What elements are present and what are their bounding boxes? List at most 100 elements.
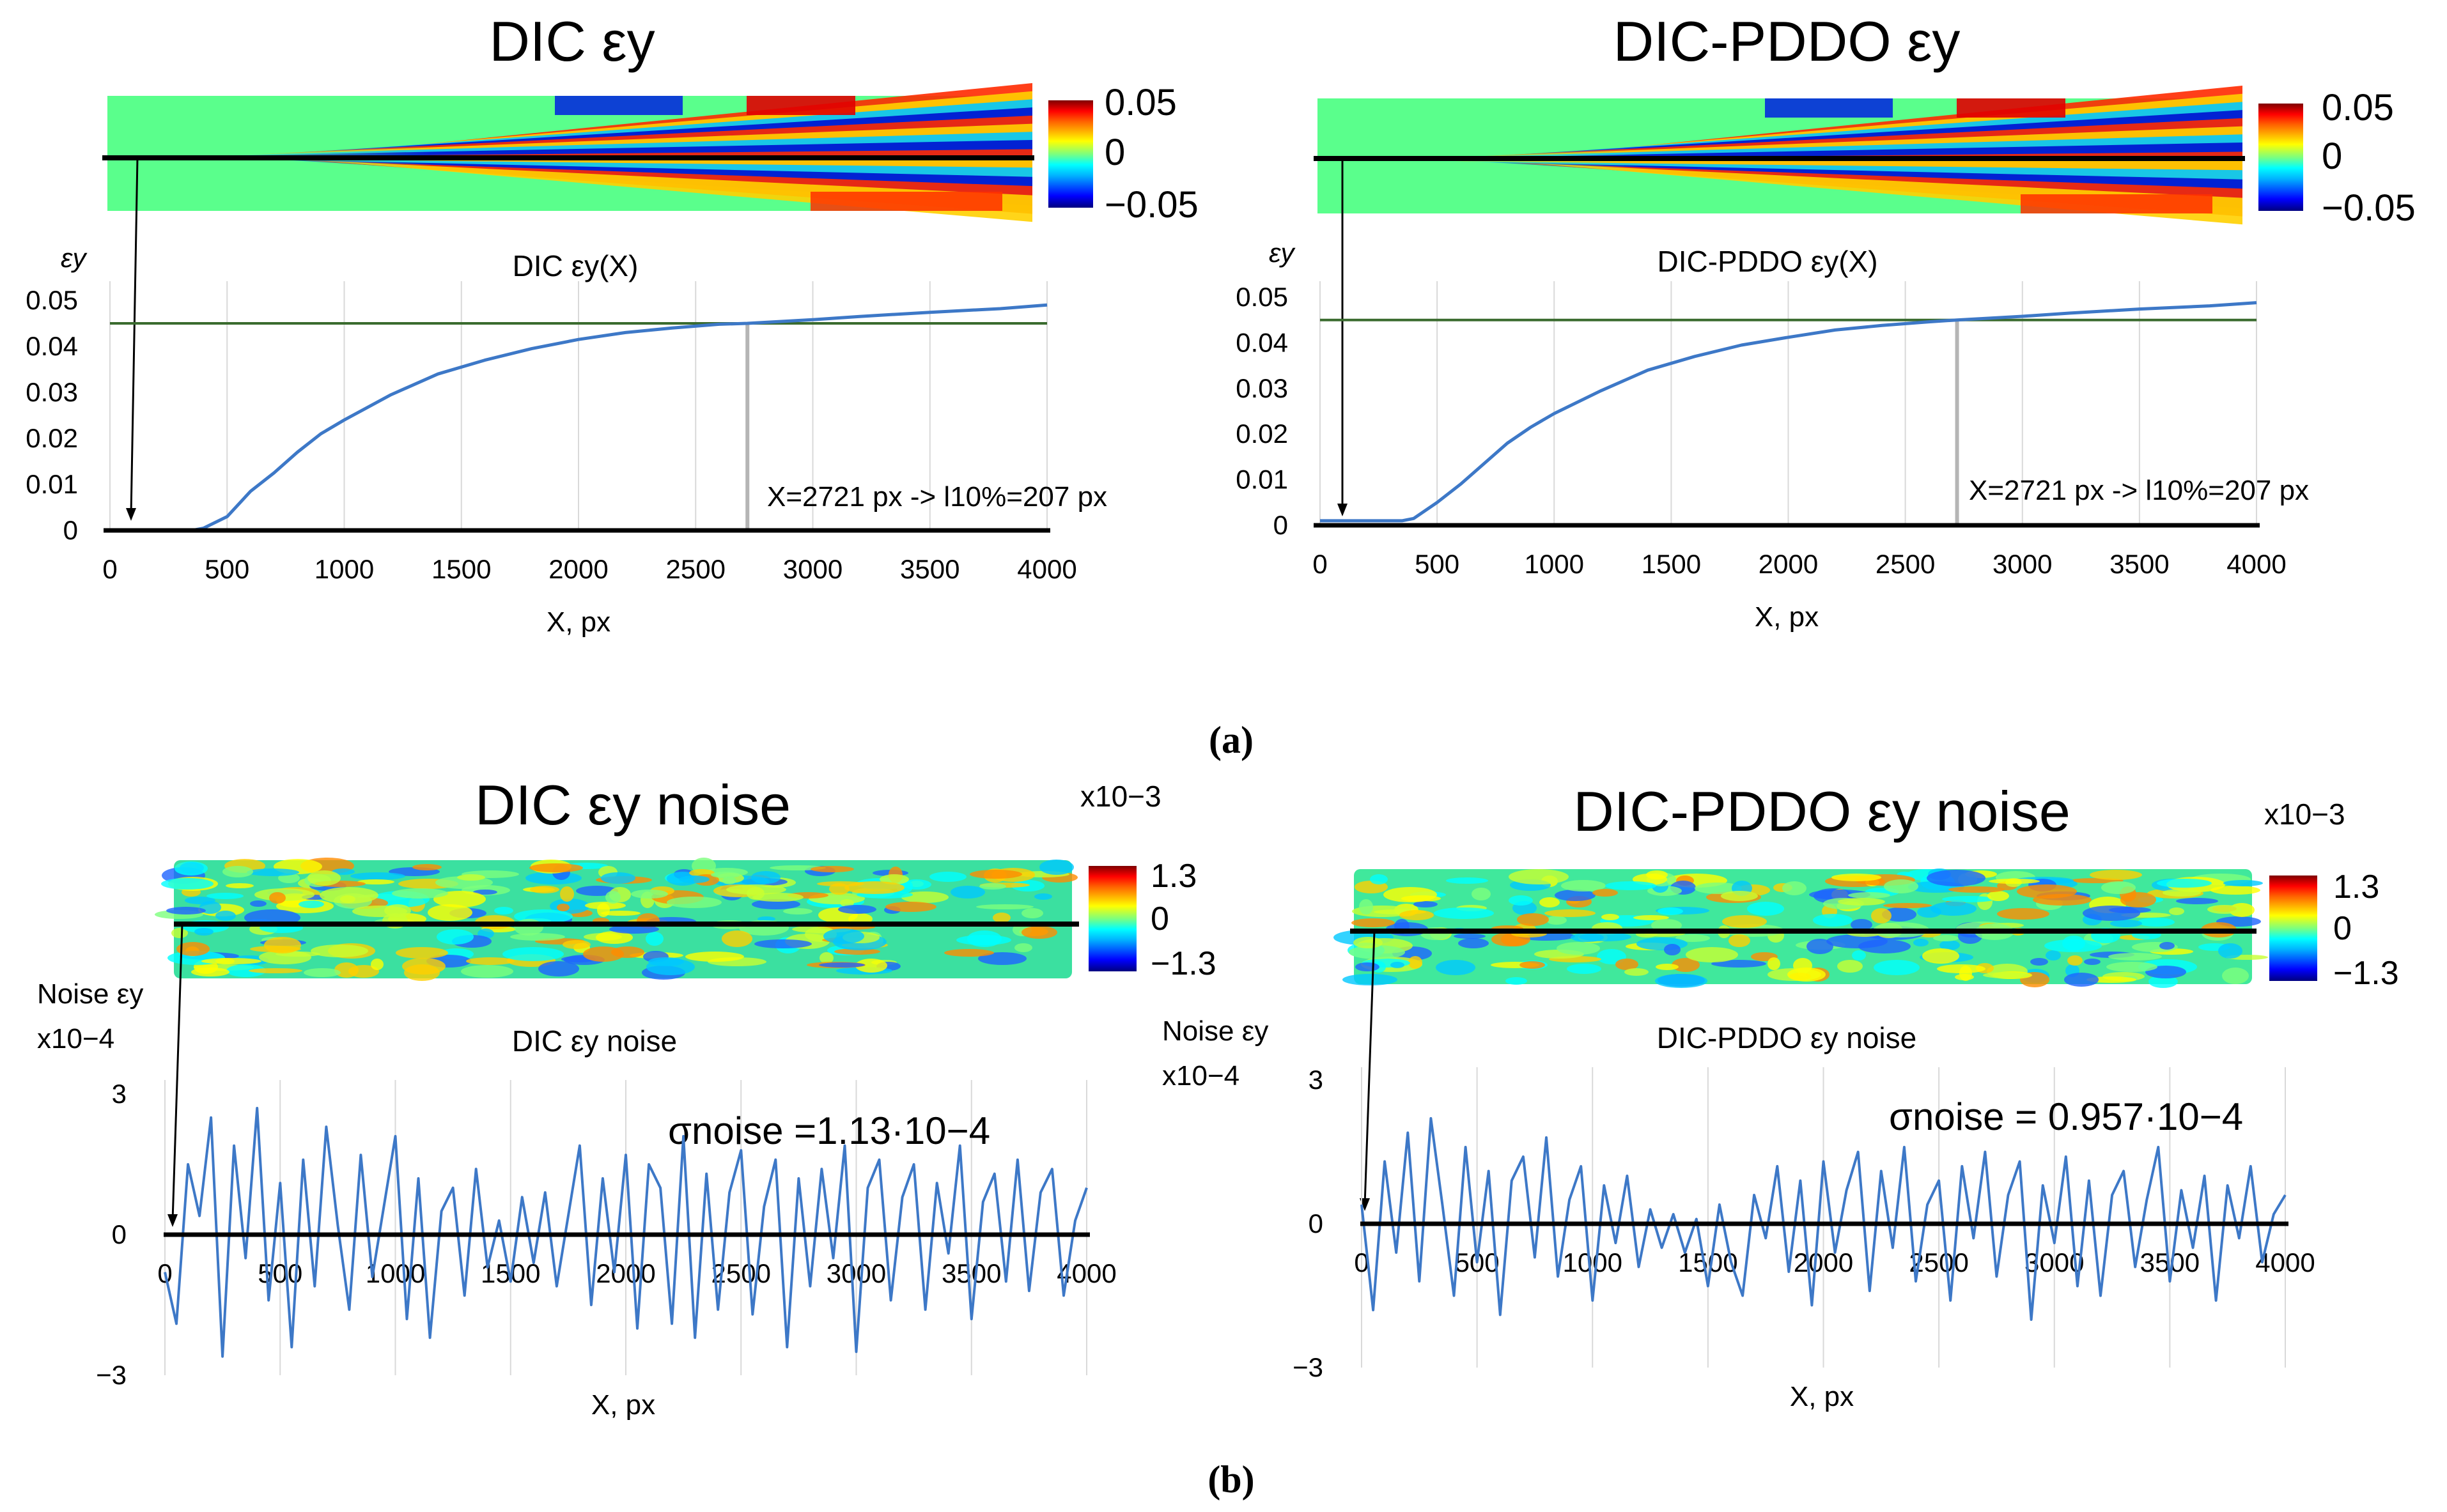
- noise-blob: [1605, 881, 1656, 890]
- x-tick-label: 3000: [827, 1258, 886, 1288]
- colorbar-tick-zero: 0: [1105, 132, 1125, 173]
- panel-b-left: DIC εy noise x10−3 1.3 0 −1.3 DIC εy noi…: [37, 773, 1216, 1421]
- noise-blob: [1989, 879, 2040, 884]
- annotation: X=2721 px -> l10%=207 px: [1969, 475, 2309, 506]
- noise-blob: [1747, 902, 1784, 916]
- field-title: DIC εy noise: [475, 773, 791, 837]
- colorbar-gradient: [2269, 876, 2317, 981]
- noise-blob: [951, 886, 985, 899]
- noise-blob: [1567, 964, 1601, 974]
- noise-blob: [1672, 958, 1700, 972]
- noise-blob: [1342, 974, 1397, 985]
- noise-blob: [2222, 968, 2249, 984]
- y-tick-label: 0.03: [26, 377, 78, 407]
- x-ticks: 0 500 1000 1500 2000 2500 3000 3500 4000: [102, 554, 1076, 584]
- x-tick-label: 0: [102, 554, 117, 584]
- noise-blob: [191, 968, 229, 976]
- series-line: [110, 303, 1048, 532]
- noise-blob: [2110, 920, 2142, 927]
- noise-blob: [222, 866, 253, 877]
- x-axis-label: X, px: [591, 1389, 655, 1421]
- noise-blob: [1930, 902, 1977, 916]
- colorbar-tick-zero: 0: [2333, 910, 2352, 947]
- x-axis-label: X, px: [547, 606, 610, 638]
- noise-blob: [646, 959, 695, 975]
- y-tick-label: 0.01: [1236, 465, 1288, 495]
- x-tick-label: 0: [1354, 1247, 1369, 1277]
- chart-title: DIC εy noise: [512, 1024, 677, 1058]
- noise-blob: [250, 900, 267, 907]
- noise-blob: [609, 925, 659, 934]
- colorbar: 0.05 0 −0.05: [1048, 82, 1199, 226]
- figure-label-a: (a): [1209, 719, 1254, 761]
- noise-blob: [1546, 916, 1567, 925]
- noise-blob: [1658, 907, 1683, 915]
- noise-blobs: [1333, 868, 2268, 988]
- chart-dic-strain: DIC εy(X) εy X, px X=2721 px -> l10%=207…: [26, 243, 1107, 638]
- x-tick-label: 500: [1415, 549, 1459, 579]
- y-tick-label: 0: [1309, 1208, 1323, 1238]
- x-tick-label: 4000: [2226, 549, 2286, 579]
- noise-blob: [1933, 935, 1959, 941]
- x-tick-label: 3500: [942, 1258, 1001, 1288]
- noise-blob: [1806, 939, 1833, 954]
- chart-title: DIC εy(X): [513, 249, 639, 282]
- y-tick-label: −3: [1293, 1352, 1323, 1382]
- noise-blob: [412, 864, 442, 870]
- noise-blob: [583, 946, 624, 962]
- noise-blob: [175, 861, 208, 876]
- noise-blob: [1014, 943, 1032, 952]
- noise-blob: [834, 948, 880, 955]
- strain-field-map: [1317, 86, 2242, 225]
- sigma-annotation: σnoise = 0.957·10−4: [1889, 1095, 2243, 1138]
- noise-blob: [811, 866, 854, 872]
- colorbar: 1.3 0 −1.3: [2269, 868, 2399, 992]
- strain-field-map: [107, 83, 1033, 222]
- colorbar-tick-max: 1.3: [1151, 858, 1197, 895]
- noise-blob: [1664, 944, 1681, 955]
- y-tick-label: 0.01: [26, 469, 78, 499]
- noise-blob: [1390, 962, 1404, 968]
- noise-blob: [2120, 892, 2156, 907]
- noise-blob: [350, 872, 405, 880]
- y-tick-label: 0: [63, 515, 78, 545]
- noise-blobs: [155, 858, 1078, 981]
- y-axis-label: εy: [1269, 238, 1296, 268]
- noise-blob: [1942, 896, 1994, 902]
- noise-blob: [1039, 860, 1074, 875]
- noise-blob: [1837, 960, 1863, 973]
- noise-blob: [161, 878, 214, 890]
- y-tick-label: 0.04: [26, 331, 78, 361]
- x-axis-label: X, px: [1755, 601, 1819, 633]
- noise-blob: [510, 933, 565, 941]
- noise-blob: [1686, 947, 1738, 962]
- y-axis-multiplier: x10−4: [37, 1023, 114, 1054]
- noise-blob: [2090, 870, 2142, 880]
- x-tick-label: 1000: [1563, 1247, 1622, 1277]
- noise-blob: [563, 940, 591, 949]
- y-axis-label: Noise εy: [37, 978, 143, 1010]
- noise-blob: [2101, 881, 2136, 894]
- y-axis-label: Noise εy: [1162, 1015, 1268, 1047]
- noise-blob: [1852, 950, 1866, 960]
- noise-blob: [269, 892, 286, 904]
- y-tick-label: −3: [96, 1360, 127, 1390]
- noise-blob: [2067, 955, 2083, 966]
- noise-blob: [679, 876, 710, 883]
- noise-blob: [473, 890, 497, 895]
- noise-blob: [944, 949, 994, 957]
- noise-blob: [601, 872, 635, 884]
- figure-label-b: (b): [1208, 1458, 1254, 1500]
- noise-blob: [226, 964, 266, 977]
- noise-blob: [1695, 883, 1742, 894]
- noise-blob: [392, 888, 448, 899]
- noise-blob: [1927, 870, 1985, 886]
- noise-blob: [1624, 968, 1649, 976]
- noise-blob: [2210, 886, 2260, 895]
- field-title: DIC-PDDO εy noise: [1573, 780, 2070, 843]
- colorbar-tick-min: −1.3: [2333, 955, 2399, 992]
- noise-blob: [1874, 960, 1920, 975]
- noise-blob: [171, 928, 188, 938]
- x-tick-label: 4000: [1017, 554, 1076, 584]
- noise-blob: [1884, 879, 1918, 893]
